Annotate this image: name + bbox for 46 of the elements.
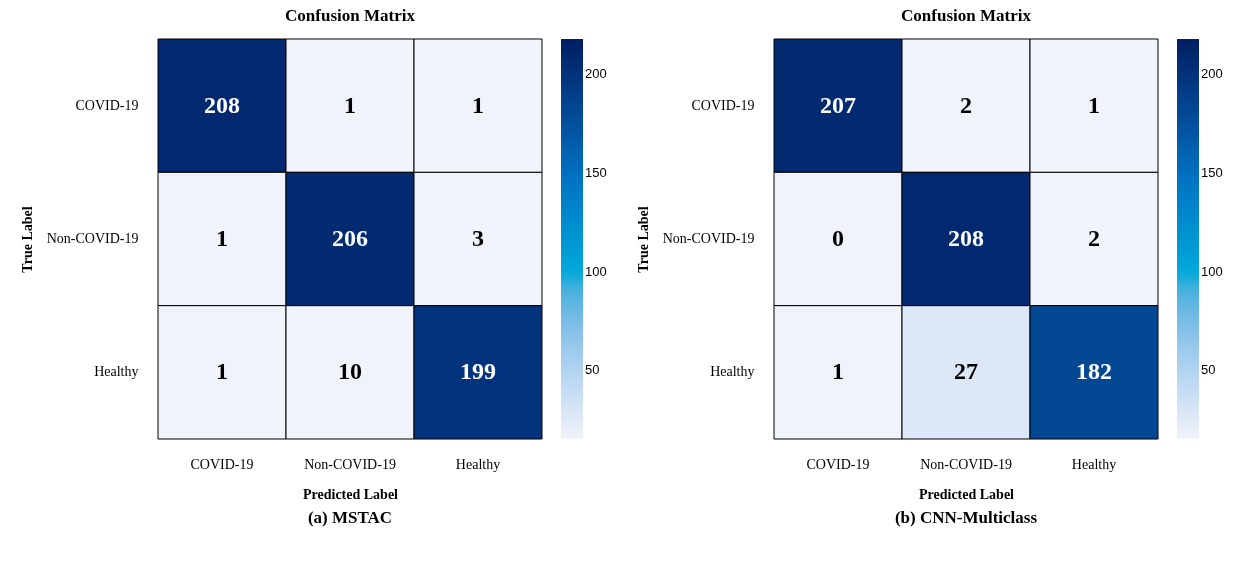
data-label: 182 xyxy=(1076,358,1112,385)
data-label: 206 xyxy=(332,225,368,251)
x-tick-label: Non-COVID-19 xyxy=(304,456,396,472)
color-bar-label: 50 xyxy=(585,362,600,378)
color-bar-label: 150 xyxy=(1201,164,1223,180)
y-tick-label: Non-COVID-19 xyxy=(662,231,755,246)
data-label: 2 xyxy=(960,91,972,118)
color-bar-label: 200 xyxy=(585,66,607,82)
y-tick-label: Healthy xyxy=(94,364,139,380)
data-label: 199 xyxy=(460,358,496,385)
y-tick-label: Healthy xyxy=(710,364,755,380)
data-label: 1 xyxy=(344,91,356,118)
data-label: 1 xyxy=(832,358,844,385)
data-label: 208 xyxy=(204,91,240,118)
y-axis-title: True Label xyxy=(19,206,35,273)
data-label: 10 xyxy=(338,358,362,385)
y-axis-title: True Label xyxy=(635,206,651,273)
x-tick-label: Non-COVID-19 xyxy=(920,456,1012,472)
data-label: 1 xyxy=(1088,91,1100,118)
data-label: 3 xyxy=(472,225,484,251)
x-tick-label: COVID-19 xyxy=(190,456,254,472)
color-bar-label: 200 xyxy=(1201,66,1223,82)
y-tick-label: COVID-19 xyxy=(75,97,139,113)
data-label: 1 xyxy=(216,358,228,385)
color-bar-label: 50 xyxy=(1201,362,1216,378)
x-axis-title: Predicted Label xyxy=(918,486,1015,502)
data-label: 0 xyxy=(832,225,844,251)
text: (b) CNN-Multiclass xyxy=(894,508,1038,527)
text: (a) MSTAC xyxy=(307,508,393,527)
data-label: 1 xyxy=(216,225,228,251)
data-label: 208 xyxy=(948,225,984,251)
color-bar-label: 100 xyxy=(1201,263,1223,279)
y-tick-label: COVID-19 xyxy=(691,97,755,113)
data-label: 2 xyxy=(1088,225,1100,251)
chart-title: Confusion Matrix xyxy=(285,5,416,25)
data-label: 27 xyxy=(954,358,978,385)
color-bar-label: 100 xyxy=(585,263,607,279)
x-tick-label: Healthy xyxy=(455,456,501,472)
x-tick-label: Healthy xyxy=(1071,456,1117,472)
y-tick-label: Non-COVID-19 xyxy=(46,231,139,246)
chart-title: Confusion Matrix xyxy=(901,5,1032,25)
x-tick-label: COVID-19 xyxy=(806,456,870,472)
data-label: 207 xyxy=(820,91,856,118)
data-label: 1 xyxy=(472,91,484,118)
color-bar-label: 150 xyxy=(585,164,607,180)
x-axis-title: Predicted Label xyxy=(302,486,399,502)
